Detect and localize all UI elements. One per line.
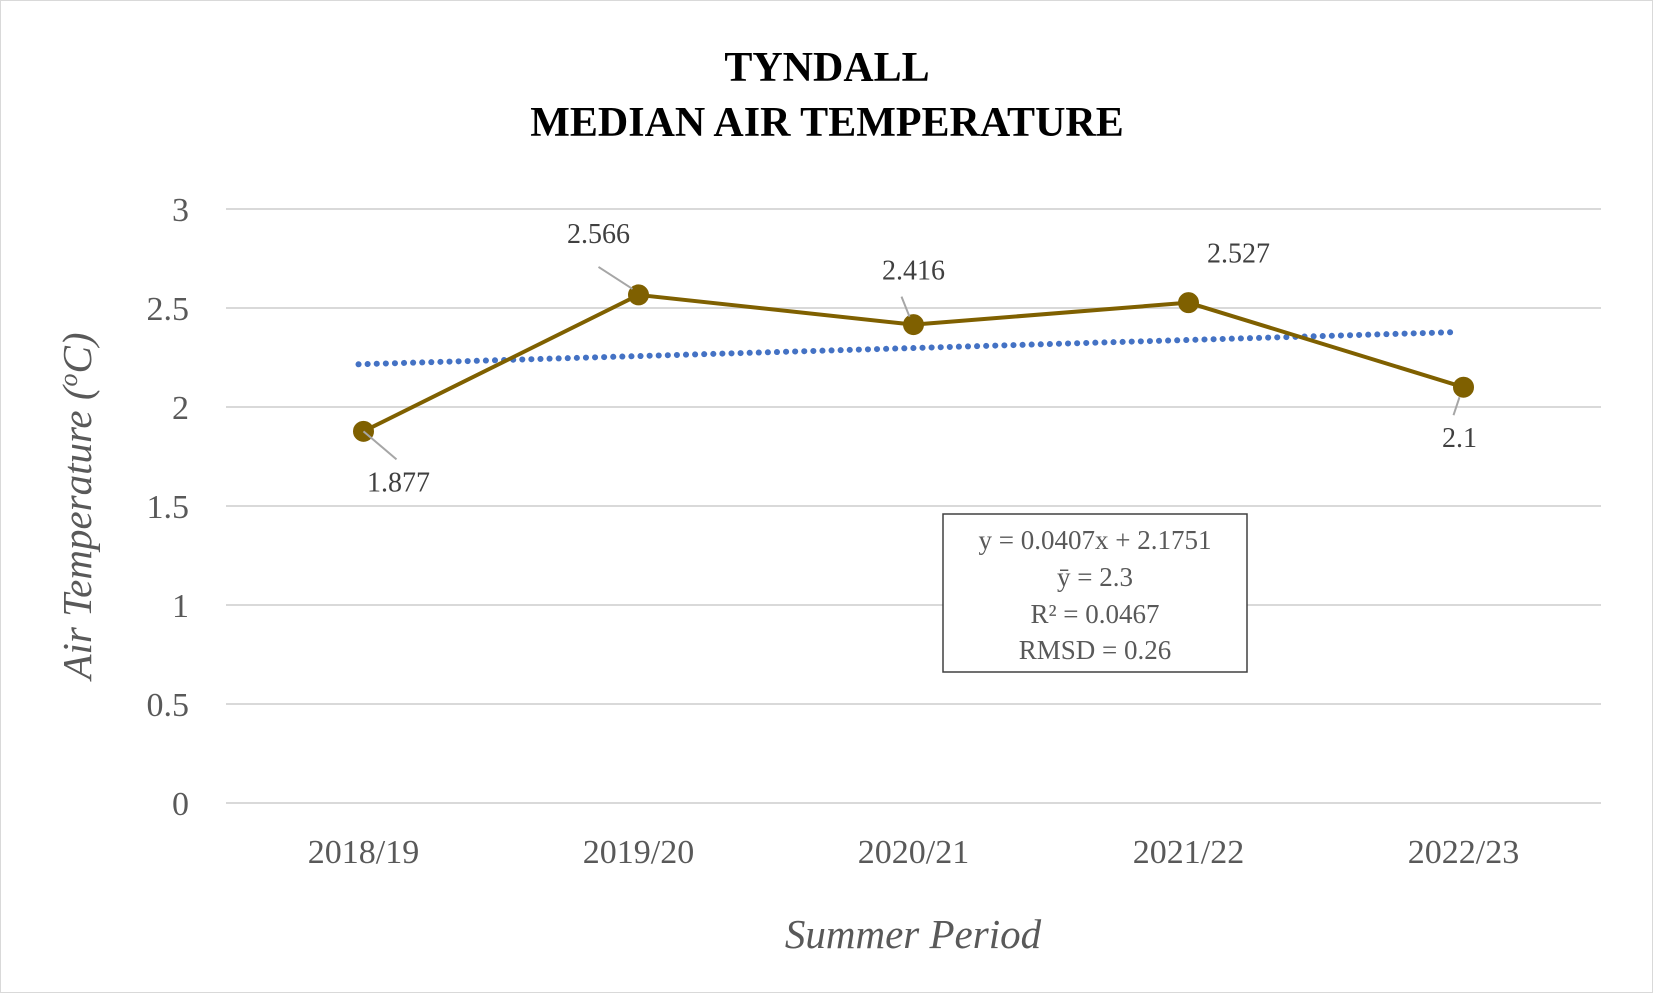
stats-box: y = 0.0407x + 2.1751 ȳ = 2.3 R² = 0.0467… <box>942 513 1248 673</box>
x-tick-label: 2018/19 <box>308 834 419 871</box>
x-tick-label: 2020/21 <box>858 834 969 871</box>
leader-line <box>362 430 398 461</box>
y-axis-title-degree: o <box>54 373 83 386</box>
y-tick-label: 0.5 <box>147 687 190 724</box>
x-axis-ticks: 2018/19 2019/20 2020/21 2021/22 2022/23 <box>308 834 1519 871</box>
stats-rmsd: RMSD = 0.26 <box>1019 635 1172 665</box>
data-label: 1.877 <box>367 467 430 498</box>
leader-line <box>597 266 634 290</box>
y-axis-title-before: Air Temperature ( <box>54 384 100 682</box>
leader-line <box>900 296 911 318</box>
leader-line <box>1452 396 1461 416</box>
y-tick-label: 3 <box>172 192 189 229</box>
x-tick-label: 2021/22 <box>1133 834 1244 871</box>
y-axis-title: Air Temperature (oC) <box>54 332 100 682</box>
data-point <box>628 284 649 306</box>
y-axis-ticks: 0 0.5 1 1.5 2 2.5 3 <box>147 192 190 823</box>
data-labels-group: 1.877 2.566 2.416 2.527 2.1 <box>362 219 1477 498</box>
data-label: 2.416 <box>882 256 945 287</box>
trendline <box>355 329 1462 368</box>
stats-mean: ȳ = 2.3 <box>1057 562 1133 592</box>
data-point <box>903 314 924 336</box>
y-axis-title-after: ) <box>54 332 100 348</box>
chart-title-line-2: MEDIAN AIR TEMPERATURE <box>530 100 1124 146</box>
gridlines <box>226 208 1601 804</box>
stats-r-squared: R² = 0.0467 <box>1030 599 1159 629</box>
y-tick-label: 0 <box>172 786 189 823</box>
x-tick-label: 2022/23 <box>1408 834 1519 871</box>
y-tick-label: 2 <box>172 390 189 427</box>
y-tick-label: 2.5 <box>147 291 190 328</box>
data-label: 2.527 <box>1207 239 1270 270</box>
trendline-group <box>355 329 1462 368</box>
y-tick-label: 1.5 <box>147 489 190 526</box>
data-label: 2.566 <box>567 219 630 250</box>
x-axis-title: Summer Period <box>785 911 1042 957</box>
y-tick-label: 1 <box>172 588 189 625</box>
stats-box-border <box>942 513 1248 673</box>
chart-title-line-1: TYNDALL <box>724 45 929 91</box>
data-point <box>1178 292 1199 314</box>
x-tick-label: 2019/20 <box>583 834 694 871</box>
data-point <box>1453 376 1474 398</box>
y-axis-title-unit: C <box>54 345 100 373</box>
stats-equation: y = 0.0407x + 2.1751 <box>979 525 1212 555</box>
data-label: 2.1 <box>1442 423 1477 454</box>
